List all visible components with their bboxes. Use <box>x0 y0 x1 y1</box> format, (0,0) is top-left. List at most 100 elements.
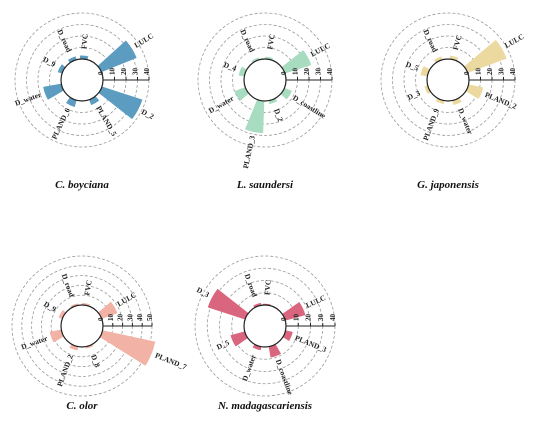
species-label: G. japonensis <box>417 179 479 191</box>
variable-label: D_5 <box>215 338 231 352</box>
species-label: C. olor <box>66 400 98 412</box>
variable-label: D_road <box>238 28 257 54</box>
variable-label: D_water <box>14 90 44 108</box>
variable-label: D_road <box>55 28 74 54</box>
bar-pland-2 <box>465 84 484 100</box>
bar-lulc <box>97 40 137 73</box>
bar-lulc <box>282 302 306 321</box>
tick-label: 0 <box>280 71 288 75</box>
tick-label: 40 <box>509 68 517 76</box>
tick-label: 40 <box>326 68 334 76</box>
tick-label: 10 <box>292 68 300 76</box>
bar-d-2 <box>268 98 278 105</box>
bar-d-coastline <box>268 344 282 358</box>
variable-label: D_3 <box>195 285 211 299</box>
variable-label: LULC <box>304 293 327 310</box>
tick-label: 30 <box>126 314 134 322</box>
variable-label: D_9 <box>42 299 58 313</box>
variable-label: D_water <box>207 93 236 115</box>
tick-label: 20 <box>120 68 128 76</box>
variable-label: D_2 <box>140 107 156 121</box>
variable-label: D_2 <box>272 107 285 122</box>
bar-d-road <box>433 56 443 63</box>
tick-label: 30 <box>315 68 323 76</box>
tick-label: 10 <box>109 68 117 76</box>
bar-d-water <box>43 83 64 100</box>
bar-pland-3 <box>245 99 265 134</box>
variable-label: D_5 <box>405 60 420 73</box>
variable-label: LULC <box>115 290 138 308</box>
tick-label: 50 <box>146 314 154 322</box>
variable-label: D_8 <box>89 353 102 368</box>
inner-circle <box>60 304 104 348</box>
tick-label: 10 <box>292 314 300 322</box>
bar-d-water <box>252 344 262 351</box>
variable-label: LULC <box>503 32 526 50</box>
tick-label: 30 <box>317 314 325 322</box>
tick-label: 20 <box>305 314 313 322</box>
variable-label: PLAND_9 <box>421 107 441 142</box>
variable-label: FVC <box>265 33 277 50</box>
variable-label: D_9 <box>41 55 57 69</box>
variable-label: D_road <box>60 272 77 298</box>
tick-label: 40 <box>136 314 144 322</box>
tick-label: 20 <box>303 68 311 76</box>
tick-label: 40 <box>329 314 337 322</box>
radial-chart-2: 0 10 20 30 40 FVC LULC D_coastline D_2 PLAND_3 D_w… <box>197 12 334 191</box>
inner-circle <box>243 304 287 348</box>
tick-label: 0 <box>97 71 105 75</box>
bar-fvc <box>449 55 459 61</box>
variable-label: PLAND_3 <box>294 333 329 354</box>
variable-label: D_water <box>240 353 258 383</box>
bar-pland-9 <box>435 98 445 105</box>
variable-label: D_4 <box>222 60 237 73</box>
bar-pland-7 <box>99 330 156 366</box>
bar-d-water <box>49 329 64 343</box>
bar-d-water <box>452 97 462 106</box>
radial-chart-5: 0 10 20 30 40FVCLULCPLAND_3D_coastlineD_wate… <box>194 255 337 412</box>
bar-d-2 <box>98 86 143 120</box>
variable-label: D_water <box>456 107 475 136</box>
bar-d-road <box>67 56 77 63</box>
species-label: C. boyciana <box>55 179 109 191</box>
bar-d-9 <box>57 64 66 74</box>
bar-d-road <box>251 57 260 63</box>
tick-label: 0 <box>463 71 471 75</box>
variable-label: PLAND_7 <box>154 351 189 372</box>
tick-label: 20 <box>486 68 494 76</box>
variable-label: D_3 <box>406 88 422 102</box>
inner-circle <box>426 58 470 102</box>
variable-label: FVC <box>82 279 94 296</box>
inner-circle <box>60 58 104 102</box>
variable-label: FVC <box>262 279 272 295</box>
tick-label: 0 <box>280 317 288 321</box>
bar-d-water <box>234 87 249 101</box>
inner-circle <box>243 58 287 102</box>
bar-d-3 <box>207 288 249 320</box>
bar-d-5 <box>230 331 248 347</box>
variable-label: D_water <box>20 333 50 351</box>
radial-chart-4: 0 10 20 30 40 50 FVC LULC PLAND_7 D_8 PLAND_2 D_wat… <box>11 255 189 412</box>
bar-pland-2 <box>69 344 79 351</box>
variable-label: FVC <box>79 33 89 49</box>
bar-lulc <box>281 50 312 74</box>
variable-label: D_road <box>243 272 260 298</box>
tick-label: 10 <box>475 68 483 76</box>
variable-label: PLAND_3 <box>241 135 257 170</box>
variable-label: LULC <box>133 31 155 50</box>
variable-label: FVC <box>451 34 464 51</box>
bar-pland-5 <box>89 96 100 106</box>
tick-label: 10 <box>107 314 115 322</box>
variable-label: PLAND_6 <box>50 106 72 140</box>
tick-label: 20 <box>117 314 125 322</box>
tick-label: 40 <box>143 68 151 76</box>
bar-d-road <box>253 302 262 308</box>
variable-label: D_road <box>421 28 440 54</box>
bar-lulc <box>98 301 118 319</box>
species-label: N. madagascariensis <box>217 400 312 412</box>
species-label: L. saundersi <box>236 179 294 191</box>
radial-chart-3: 0 10 20 30 40 FVC LULC PLAND_2 D_water PLAND_9 D_3… <box>380 12 526 191</box>
tick-label: 30 <box>132 68 140 76</box>
